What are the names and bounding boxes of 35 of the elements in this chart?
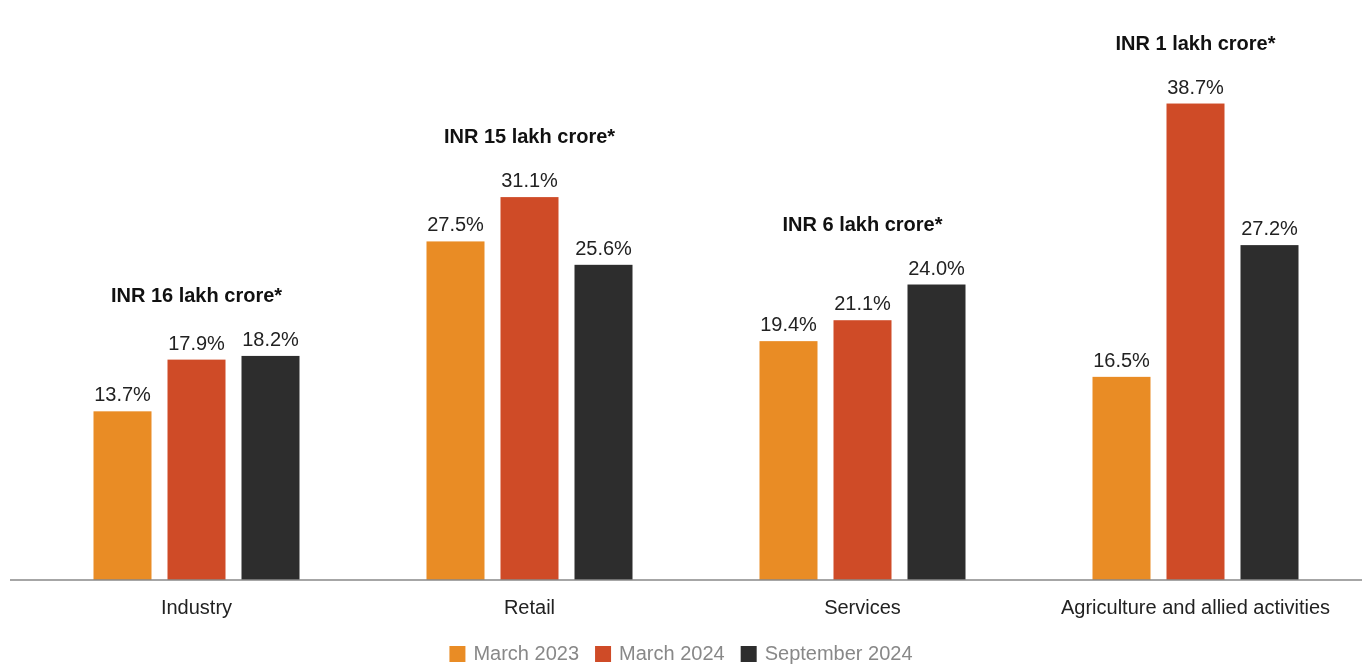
bar [833, 320, 892, 580]
bar [907, 284, 966, 580]
data-label: 13.7% [94, 383, 152, 406]
data-label: 31.1% [501, 169, 559, 192]
bar [1092, 376, 1151, 580]
data-label: 18.2% [242, 327, 300, 350]
data-label: 27.5% [427, 213, 485, 236]
bar [1240, 245, 1299, 580]
annotation: INR 6 lakh crore* [782, 212, 943, 235]
x-tick-label: Retail [503, 596, 556, 618]
legend-label: March 2023 [473, 642, 580, 664]
bar [167, 359, 226, 580]
x-tick-label: Agriculture and allied activities [1060, 596, 1331, 618]
text: INR 1 lakh crore* [1115, 31, 1276, 54]
annotation: INR 15 lakh crore* [443, 125, 616, 148]
bar [1166, 103, 1225, 580]
x-tick-label: Industry [160, 596, 233, 618]
annotation: INR 16 lakh crore* [110, 283, 283, 306]
data-label: 17.9% [168, 331, 226, 354]
bar [574, 264, 633, 580]
data-label: 27.2% [1241, 217, 1299, 240]
data-label: 25.6% [575, 236, 633, 259]
bar [93, 411, 152, 580]
legend-label: September 2024 [764, 642, 913, 664]
data-label: 21.1% [834, 292, 892, 315]
bar [426, 241, 485, 580]
data-label: 16.5% [1093, 348, 1151, 371]
data-label: 24.0% [908, 256, 966, 279]
bar [241, 355, 300, 580]
data-label: 38.7% [1167, 75, 1225, 98]
legend-label: March 2024 [619, 642, 725, 664]
x-tick-label: Services [824, 596, 901, 618]
data-label: 19.4% [760, 313, 818, 336]
bar [759, 341, 818, 580]
bar [500, 197, 559, 580]
